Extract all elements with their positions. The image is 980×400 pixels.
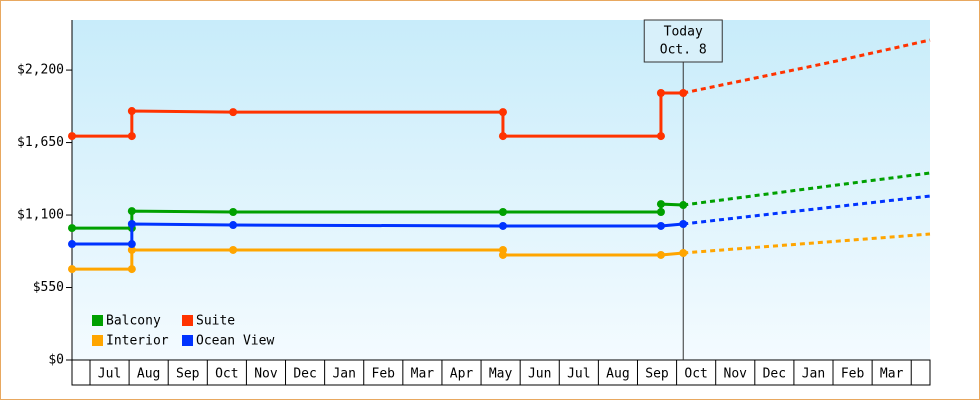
point <box>68 224 76 233</box>
point <box>679 248 688 257</box>
point <box>656 132 665 141</box>
legend-swatch <box>182 335 193 346</box>
today-box <box>643 19 723 63</box>
x-tick-label: Jan <box>802 367 825 382</box>
point <box>127 265 136 274</box>
legend-label: Ocean View <box>196 334 274 349</box>
y-tick-label: $2,200 <box>17 63 64 78</box>
legend-label: Interior <box>106 334 169 349</box>
point <box>679 89 688 98</box>
point <box>68 240 76 249</box>
point <box>68 132 76 141</box>
point <box>656 221 665 230</box>
legend-label: Suite <box>196 314 235 329</box>
x-tick-label: Nov <box>724 367 748 382</box>
x-tick-label: Aug <box>606 367 629 382</box>
x-tick-label: Sep <box>645 367 669 382</box>
forecast-line <box>682 38 931 95</box>
point <box>127 107 136 116</box>
point <box>498 250 507 259</box>
point <box>656 200 665 209</box>
plot-area <box>72 20 930 360</box>
x-tick-label: Jul <box>567 367 590 382</box>
x-tick-label: Apr <box>450 367 474 382</box>
point <box>498 221 507 230</box>
x-tick-label: Oct <box>215 367 238 382</box>
legend-swatch <box>92 315 103 326</box>
y-tick-label: $1,100 <box>17 208 64 223</box>
x-tick-label: Jul <box>98 367 121 382</box>
x-tick-label: Dec <box>763 367 786 382</box>
x-tick-label: Sep <box>176 367 200 382</box>
point <box>498 132 507 141</box>
point <box>127 132 136 141</box>
y-tick-label: $1,650 <box>17 135 64 150</box>
x-tick-label: Dec <box>293 367 316 382</box>
point <box>127 220 136 228</box>
point <box>229 245 238 254</box>
x-tick-label: Aug <box>137 367 160 382</box>
point <box>229 108 238 117</box>
x-tick-label: Mar <box>880 367 904 382</box>
legend-label: Balcony <box>106 314 161 329</box>
point <box>498 108 507 117</box>
point <box>656 208 665 217</box>
x-tick-label: Oct <box>684 367 707 382</box>
x-tick-label: Nov <box>254 367 278 382</box>
x-tick-label: May <box>489 367 513 382</box>
forecast-line <box>683 171 931 207</box>
point <box>229 221 238 230</box>
legend-swatch <box>182 315 193 326</box>
point <box>656 250 665 259</box>
x-axis-band <box>71 359 931 386</box>
x-tick-label: Jun <box>528 367 551 382</box>
y-tick-label: $0 <box>48 353 64 368</box>
x-tick-label: Mar <box>411 367 435 382</box>
forecast-line <box>683 194 931 226</box>
x-tick-label: Feb <box>372 367 396 382</box>
today-label: Today <box>664 25 703 40</box>
point <box>679 201 688 210</box>
point <box>656 89 665 98</box>
forecast-line <box>683 232 931 255</box>
x-tick-label: Jan <box>332 367 355 382</box>
point <box>229 208 238 217</box>
point <box>127 207 136 216</box>
today-date: Oct. 8 <box>660 43 707 58</box>
legend-swatch <box>92 335 103 346</box>
point <box>127 240 136 249</box>
point <box>68 265 76 274</box>
point <box>679 220 688 228</box>
y-tick-label: $550 <box>33 280 64 295</box>
point <box>127 245 136 254</box>
point <box>498 208 507 217</box>
x-tick-label: Feb <box>841 367 865 382</box>
